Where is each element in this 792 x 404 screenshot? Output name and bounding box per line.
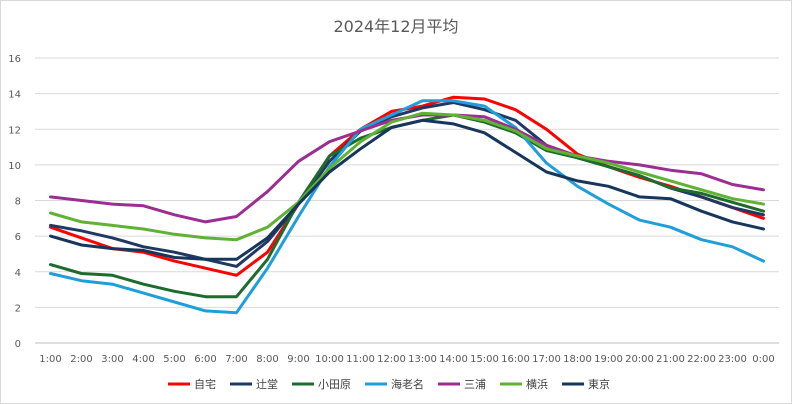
y-tick-label: 6 xyxy=(15,232,21,243)
y-tick-label: 8 xyxy=(15,197,21,208)
x-tick-label: 16:00 xyxy=(501,354,530,365)
x-tick-label: 23:00 xyxy=(718,354,747,365)
series-line-2 xyxy=(49,101,765,268)
x-tick-label: 15:00 xyxy=(470,354,499,365)
x-tick-label: 8:00 xyxy=(256,354,278,365)
series-line-6 xyxy=(49,111,765,242)
y-tick-label: 12 xyxy=(8,125,21,136)
x-tick-label: 9:00 xyxy=(287,354,309,365)
y-tick-label: 14 xyxy=(8,90,21,101)
x-tick-label: 12:00 xyxy=(377,354,406,365)
legend-label: 辻堂 xyxy=(256,377,278,391)
y-axis-ticks: 0 2 4 6 8 10 12 14 16 xyxy=(8,54,21,350)
x-tick-label: 17:00 xyxy=(532,354,561,365)
legend-label: 横浜 xyxy=(526,377,548,391)
y-tick-label: 16 xyxy=(8,54,21,65)
x-tick-label: 13:00 xyxy=(408,354,437,365)
x-tick-label: 22:00 xyxy=(687,354,716,365)
x-tick-label: 11:00 xyxy=(346,354,375,365)
series-line-7 xyxy=(49,118,765,261)
x-tick-label: 0:00 xyxy=(752,354,774,365)
y-tick-label: 2 xyxy=(15,303,21,314)
y-tick-label: 0 xyxy=(15,339,21,350)
x-tick-label: 7:00 xyxy=(225,354,247,365)
legend-label: 海老名 xyxy=(391,377,424,391)
y-tick-label: 10 xyxy=(8,161,21,172)
x-tick-label: 4:00 xyxy=(132,354,154,365)
x-tick-label: 10:00 xyxy=(315,354,344,365)
series-line-4 xyxy=(49,99,765,315)
legend: 自宅 辻堂 小田原 海老名 三浦 横浜 東京 xyxy=(168,377,610,391)
gridlines xyxy=(35,57,779,344)
x-tick-label: 6:00 xyxy=(194,354,216,365)
x-tick-label: 19:00 xyxy=(594,354,623,365)
x-axis-ticks: 1:00 2:00 3:00 4:00 5:00 6:00 7:00 8:00 9:00 10:0… xyxy=(39,354,774,365)
legend-label: 三浦 xyxy=(464,378,486,391)
series-lines xyxy=(49,95,765,315)
x-tick-label: 3:00 xyxy=(101,354,123,365)
x-tick-label: 2:00 xyxy=(70,354,92,365)
chart-title: 2024年12月平均 xyxy=(333,17,458,36)
y-tick-label: 4 xyxy=(15,268,21,279)
x-tick-label: 20:00 xyxy=(625,354,654,365)
legend-label: 東京 xyxy=(588,377,610,391)
x-tick-label: 14:00 xyxy=(439,354,468,365)
legend-label: 自宅 xyxy=(194,377,216,391)
x-tick-label: 21:00 xyxy=(656,354,685,365)
legend-label: 小田原 xyxy=(318,378,351,391)
series-line-3 xyxy=(49,113,765,299)
x-tick-label: 18:00 xyxy=(563,354,592,365)
x-tick-label: 1:00 xyxy=(39,354,61,365)
series-line-5 xyxy=(49,113,765,224)
x-tick-label: 5:00 xyxy=(163,354,185,365)
